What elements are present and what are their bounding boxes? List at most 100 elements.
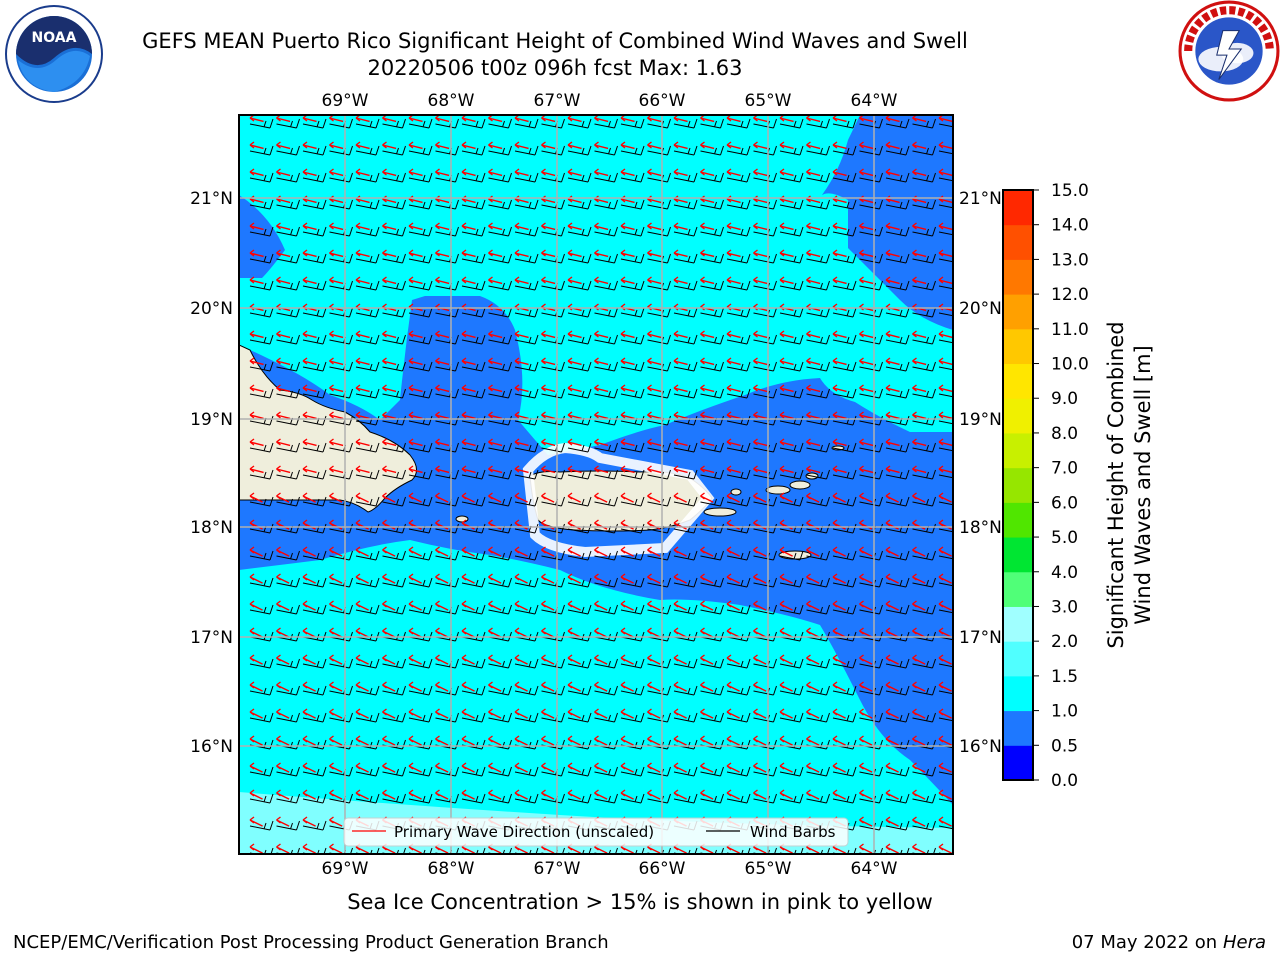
wind-barb (806, 469, 830, 480)
wind-barb (382, 793, 406, 804)
wave-direction-arrow (832, 411, 847, 420)
wind-barb (885, 577, 910, 588)
wind-barb (355, 604, 380, 615)
wave-direction-arrow (885, 654, 899, 665)
wind-barb (249, 604, 274, 615)
wave-direction-arrow (832, 735, 846, 746)
wave-direction-arrow (832, 789, 846, 800)
wind-barb (567, 226, 592, 237)
wave-direction-arrow (753, 384, 768, 393)
wind-barb (938, 150, 953, 155)
wind-barb (382, 712, 406, 723)
wind-barb (249, 820, 274, 831)
wind-barb (567, 145, 592, 156)
wind-barb (620, 280, 645, 291)
wave-direction-arrow (673, 789, 687, 800)
wave-direction-arrow (938, 708, 952, 719)
wind-barb (355, 361, 380, 372)
wave-direction-arrow (859, 465, 874, 474)
wind-barb (302, 145, 327, 156)
wind-barb (806, 712, 830, 723)
wave-direction-arrow (382, 708, 396, 719)
wave-direction-arrow (779, 708, 793, 719)
wind-barb (488, 793, 512, 804)
wind-barb (620, 793, 645, 804)
wave-direction-arrow (647, 762, 661, 773)
wind-barb (302, 118, 327, 129)
wind-barb (726, 766, 751, 777)
wave-direction-arrow (594, 708, 608, 719)
wave-direction-arrow (779, 654, 793, 665)
wave-direction-arrow (806, 681, 820, 692)
wave-direction-arrow (779, 411, 794, 420)
wave-direction-arrow (673, 681, 687, 692)
wave-direction-arrow (382, 762, 396, 773)
wave-direction-arrow (488, 411, 503, 420)
wind-barb (594, 469, 618, 480)
colorbar-tick-label: 1.0 (1051, 702, 1078, 722)
wave-direction-arrow (859, 519, 873, 530)
wind-barb (620, 442, 645, 453)
wave-direction-arrow (912, 708, 926, 719)
wind-barb (779, 793, 804, 804)
wind-barb (726, 253, 751, 264)
wave-direction-arrow (779, 681, 793, 692)
wave-direction-arrow (620, 411, 635, 420)
wind-barb (382, 118, 406, 129)
wave-direction-arrow (620, 573, 634, 584)
wave-direction-arrow (726, 330, 741, 339)
wave-direction-arrow (567, 357, 582, 366)
wind-barb (382, 334, 406, 345)
wind-barb (355, 577, 380, 588)
wind-barb (382, 172, 406, 183)
colorbar-swatch (1003, 606, 1033, 642)
wave-direction-arrow (488, 789, 502, 800)
wave-direction-arrow (700, 519, 714, 530)
wind-barb (912, 685, 936, 696)
wind-barb (673, 577, 698, 588)
wind-barb (938, 663, 953, 668)
wind-barb (779, 766, 804, 777)
wind-barb (488, 226, 512, 237)
colorbar-tick-label: 15.0 (1051, 181, 1089, 201)
wind-barb (832, 145, 857, 156)
wind-barb (408, 442, 433, 453)
wave-direction-arrow (832, 519, 846, 530)
wave-direction-arrow (620, 735, 634, 746)
wave-direction-arrow (382, 465, 397, 474)
wind-barb (514, 469, 539, 480)
legend-wave-label: Primary Wave Direction (unscaled) (394, 823, 654, 841)
wave-direction-arrow (355, 600, 369, 611)
wave-direction-arrow (700, 600, 714, 611)
lat-label-left: 17°N (190, 628, 233, 648)
wind-barb (249, 172, 274, 183)
wind-barb (938, 609, 953, 614)
wind-barb (938, 717, 953, 722)
wind-barb (832, 604, 857, 615)
wind-barb (488, 604, 512, 615)
colorbar: 0.0 0.5 1.0 1.5 2.0 3.0 4.0 5.0 6.0 7.0 8.0 9.0 10.0… (1002, 181, 1089, 791)
wave-direction-arrow (594, 492, 608, 503)
lat-label-right: 17°N (959, 628, 1002, 648)
wave-direction-arrow (541, 789, 555, 800)
wind-barb (488, 307, 512, 318)
wave-direction-arrow (779, 573, 793, 584)
wave-direction-arrow (302, 627, 316, 638)
wave-direction-arrow (859, 141, 874, 150)
wind-barb (355, 172, 380, 183)
wave-direction-arrow (276, 816, 290, 827)
wave-direction-arrow (832, 762, 846, 773)
wind-barb (382, 496, 406, 507)
wave-direction-arrow (885, 222, 900, 231)
wind-barb (514, 577, 539, 588)
wave-direction-arrow (488, 465, 503, 474)
wave-direction-arrow (726, 789, 740, 800)
wave-direction-arrow (249, 249, 264, 258)
wind-barb (832, 226, 857, 237)
colorbar-swatch (1003, 398, 1033, 434)
wave-direction-arrow (806, 276, 821, 285)
wind-barb (938, 690, 953, 695)
wave-direction-arrow (647, 411, 662, 420)
run-host: Hera (1222, 932, 1266, 953)
wind-barb (594, 550, 618, 561)
